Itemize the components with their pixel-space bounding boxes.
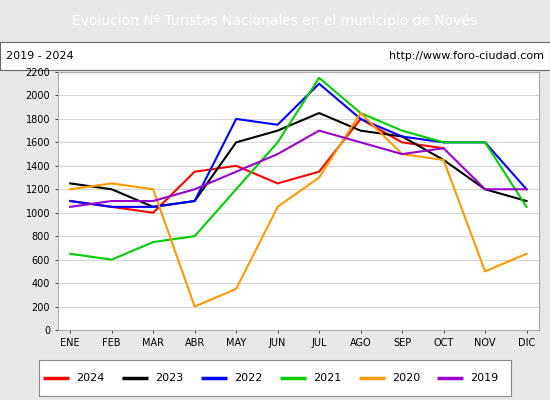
Text: 2021: 2021 [313, 373, 341, 383]
Text: 2024: 2024 [76, 373, 104, 383]
Text: http://www.foro-ciudad.com: http://www.foro-ciudad.com [389, 51, 544, 61]
Text: 2022: 2022 [234, 373, 262, 383]
Text: Evolucion Nº Turistas Nacionales en el municipio de Novés: Evolucion Nº Turistas Nacionales en el m… [73, 14, 477, 28]
Text: 2019: 2019 [470, 373, 499, 383]
Text: 2023: 2023 [155, 373, 183, 383]
Text: 2020: 2020 [392, 373, 420, 383]
Text: 2019 - 2024: 2019 - 2024 [6, 51, 73, 61]
